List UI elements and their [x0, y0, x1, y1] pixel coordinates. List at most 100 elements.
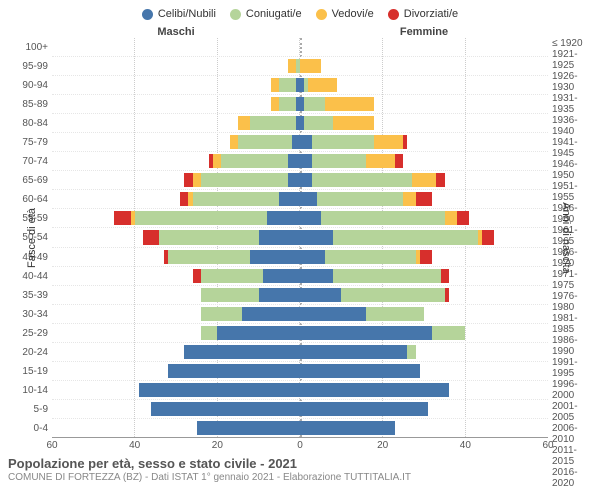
seg-con: [304, 97, 325, 111]
bar-right: [300, 402, 428, 416]
seg-cel: [300, 269, 333, 283]
birth-tick: 1981-1985: [548, 313, 594, 335]
population-pyramid-chart: Celibi/Nubili Coniugati/e Vedovi/e Divorzia…: [0, 0, 600, 500]
bar-left: [288, 59, 300, 73]
x-tick: 20: [377, 440, 388, 451]
legend-item: Coniugati/e: [230, 8, 302, 20]
side-headers: Maschi Femmine: [6, 26, 594, 38]
x-tick: 40: [460, 440, 471, 451]
birth-tick: 1936-1940: [548, 115, 594, 137]
seg-cel: [300, 288, 341, 302]
seg-cel: [300, 173, 312, 187]
seg-div: [193, 269, 201, 283]
bar-right: [300, 59, 321, 73]
bar-left: [180, 192, 300, 206]
pyramid-row: [52, 285, 548, 304]
seg-cel: [288, 154, 300, 168]
bar-right: [300, 345, 416, 359]
seg-con: [312, 173, 411, 187]
pyramid-row: [52, 227, 548, 246]
bar-right: [300, 307, 424, 321]
seg-cel: [300, 230, 333, 244]
xaxis: 6040200204060: [52, 438, 548, 454]
plot-area: Fasce di età Anni di nascita 100+95-9990…: [6, 38, 594, 438]
seg-con: [321, 211, 445, 225]
legend-label: Coniugati/e: [246, 8, 302, 20]
seg-cel: [197, 421, 300, 435]
seg-ved: [271, 78, 279, 92]
legend-dot: [388, 9, 399, 20]
female-header: Femmine: [300, 26, 548, 38]
bar-right: [300, 116, 374, 130]
birth-tick: 2016-2020: [548, 467, 594, 489]
bar-right: [300, 192, 432, 206]
bar-rows: [52, 38, 548, 437]
seg-cel: [259, 230, 300, 244]
legend-label: Celibi/Nubili: [158, 8, 216, 20]
seg-con: [193, 192, 280, 206]
bar-left: [201, 307, 300, 321]
bar-left: [114, 211, 300, 225]
age-tick: 30-34: [6, 305, 52, 324]
age-tick: 10-14: [6, 381, 52, 400]
birth-tick: 1941-1945: [548, 137, 594, 159]
bar-right: [300, 364, 420, 378]
seg-cel: [300, 402, 428, 416]
seg-con: [333, 230, 478, 244]
seg-div: [143, 230, 160, 244]
bar-left: [271, 78, 300, 92]
bar-left: [164, 250, 300, 264]
seg-ved: [333, 116, 374, 130]
seg-cel: [300, 135, 312, 149]
legend-dot: [230, 9, 241, 20]
birth-tick: 2006-2010: [548, 423, 594, 445]
seg-cel: [288, 173, 300, 187]
seg-div: [445, 288, 449, 302]
bar-right: [300, 250, 432, 264]
seg-cel: [300, 364, 420, 378]
age-tick: 35-39: [6, 286, 52, 305]
seg-con: [325, 250, 416, 264]
pyramid-row: [52, 170, 548, 189]
seg-con: [250, 116, 295, 130]
legend-dot: [316, 9, 327, 20]
bar-right: [300, 154, 403, 168]
seg-ved: [374, 135, 403, 149]
seg-cel: [300, 211, 321, 225]
seg-div: [395, 154, 403, 168]
legend-label: Vedovi/e: [332, 8, 374, 20]
bar-right: [300, 288, 449, 302]
seg-con: [221, 154, 287, 168]
bar-right: [300, 78, 337, 92]
seg-ved: [308, 78, 337, 92]
age-tick: 95-99: [6, 57, 52, 76]
seg-div: [403, 135, 407, 149]
seg-ved: [288, 59, 296, 73]
legend-item: Divorziati/e: [388, 8, 458, 20]
age-tick: 70-74: [6, 152, 52, 171]
pyramid-row: [52, 380, 548, 399]
seg-ved: [193, 173, 201, 187]
bar-left: [230, 135, 300, 149]
age-tick: 40-44: [6, 267, 52, 286]
seg-div: [420, 250, 432, 264]
seg-con: [201, 326, 218, 340]
seg-cel: [300, 345, 407, 359]
bar-right: [300, 383, 449, 397]
age-tick: 20-24: [6, 343, 52, 362]
seg-con: [201, 307, 242, 321]
bar-right: [300, 135, 407, 149]
seg-con: [135, 211, 267, 225]
seg-con: [341, 288, 444, 302]
seg-con: [304, 116, 333, 130]
yaxis-right-title: Anni di nascita: [560, 202, 572, 274]
seg-cel: [300, 383, 449, 397]
age-tick: 0-4: [6, 419, 52, 438]
age-tick: 60-64: [6, 190, 52, 209]
seg-div: [416, 192, 433, 206]
x-tick: 60: [46, 440, 57, 451]
seg-con: [366, 307, 424, 321]
seg-con: [201, 269, 263, 283]
x-tick: 40: [129, 440, 140, 451]
age-tick: 85-89: [6, 95, 52, 114]
